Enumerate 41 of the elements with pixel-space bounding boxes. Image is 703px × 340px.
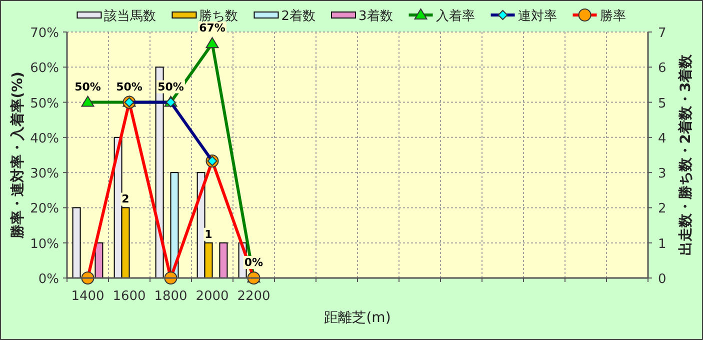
legend-label: 勝ち数 xyxy=(199,9,238,24)
legend-label: 連対率 xyxy=(518,8,557,24)
y-tick-label: 70% xyxy=(30,26,59,41)
bar xyxy=(219,242,228,278)
data-label: 1 xyxy=(204,228,212,241)
x-axis-title: 距離芝(m) xyxy=(324,310,391,326)
y2-tick-label: 6 xyxy=(658,61,666,76)
data-label: 50% xyxy=(158,80,184,94)
x-tick-label: 2200 xyxy=(237,289,270,304)
legend-label: 入着率 xyxy=(436,8,475,24)
legend-label: 勝率 xyxy=(600,8,626,24)
y2-tick-label: 3 xyxy=(658,166,666,182)
y2-tick-label: 7 xyxy=(658,26,666,41)
data-label: 2 xyxy=(122,192,130,206)
y2-tick-label: 0 xyxy=(658,272,666,287)
data-label: 0% xyxy=(244,256,264,269)
y-tick-label: 10% xyxy=(30,236,59,252)
legend-label: 2着数 xyxy=(281,8,316,24)
y-tick-label: 20% xyxy=(30,202,59,217)
y2-tick-label: 1 xyxy=(658,236,666,252)
y2-axis-title: 出走数・勝ち数・2着数・3着数 xyxy=(677,53,694,256)
x-tick-label: 2000 xyxy=(196,289,229,304)
y-tick-label: 50% xyxy=(30,96,59,112)
bar xyxy=(72,207,81,278)
data-label: 50% xyxy=(116,80,142,94)
y-tick-label: 30% xyxy=(30,166,59,182)
bar xyxy=(94,242,104,278)
y-tick-label: 0% xyxy=(38,272,59,287)
x-tick-label: 1800 xyxy=(154,289,188,304)
y-axis-title: 勝率・連対率・入着率(%) xyxy=(9,72,26,240)
x-tick-label: 1600 xyxy=(112,289,146,304)
y2-tick-label: 4 xyxy=(658,131,666,146)
data-label: 67% xyxy=(199,22,226,35)
data-label: 50% xyxy=(74,80,101,94)
y2-tick-label: 2 xyxy=(658,202,666,217)
x-tick-label: 1400 xyxy=(71,289,104,304)
legend-label: 該当馬数 xyxy=(104,8,156,24)
legend-label: 3着数 xyxy=(358,8,393,24)
y2-tick-label: 5 xyxy=(658,96,666,112)
y-tick-label: 60% xyxy=(30,61,59,76)
y-tick-label: 40% xyxy=(30,131,59,146)
